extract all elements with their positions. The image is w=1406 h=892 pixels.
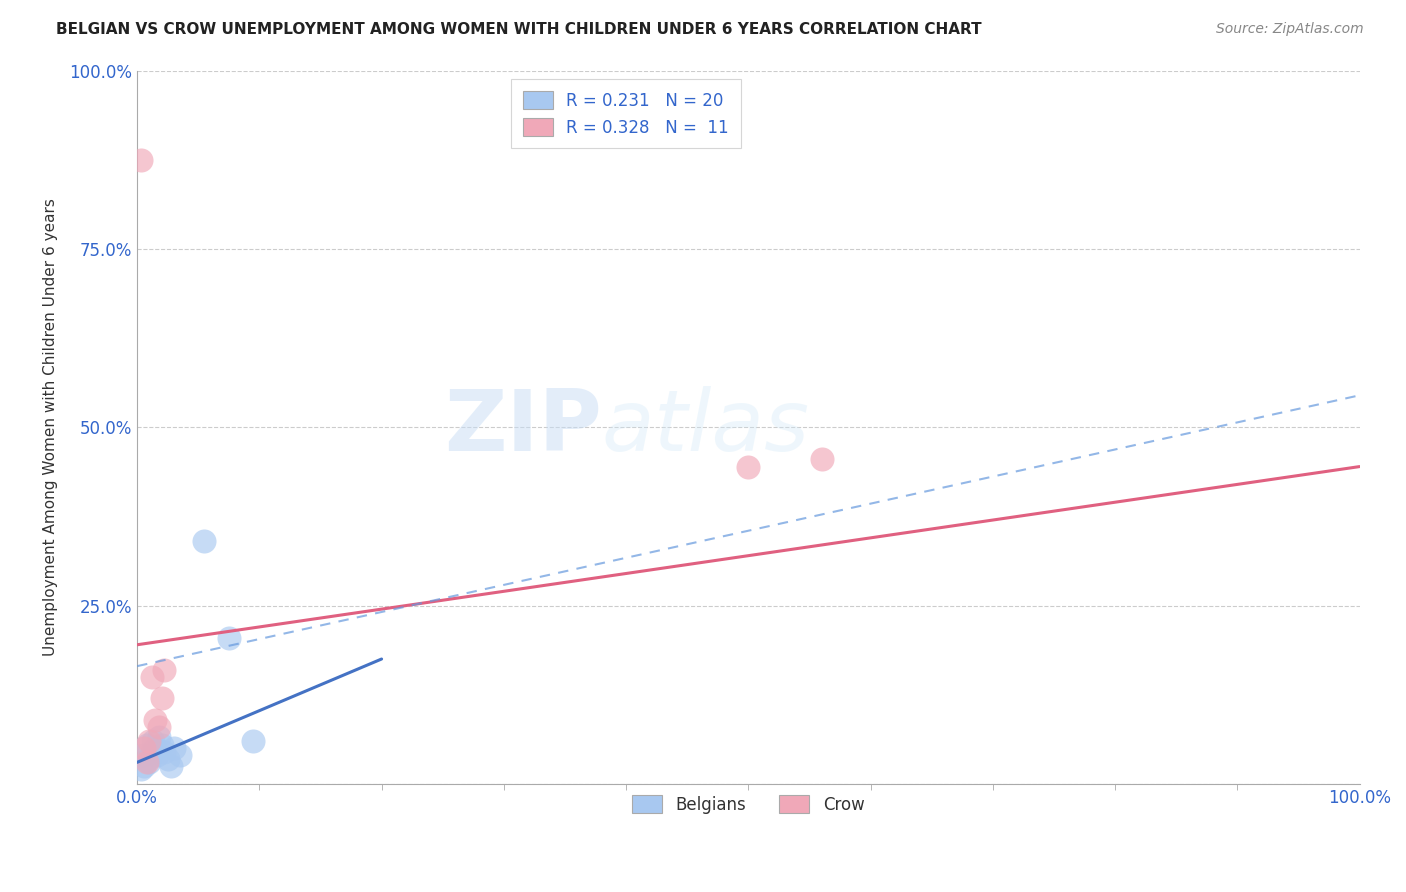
Point (153, 663, 176, 677)
Point (145, 748, 167, 763)
Point (169, 748, 191, 763)
Point (136, 752, 159, 766)
Point (134, 741, 156, 756)
Point (129, 763, 152, 777)
Point (148, 720, 170, 734)
Point (218, 631, 240, 645)
Point (145, 741, 167, 756)
Legend: Belgians, Crow: Belgians, Crow (620, 783, 876, 825)
Point (156, 752, 179, 766)
Point (145, 713, 167, 727)
Point (242, 734, 264, 748)
Text: atlas: atlas (602, 386, 810, 469)
Point (193, 534, 215, 549)
Point (135, 738, 157, 752)
Text: ZIP: ZIP (444, 386, 602, 469)
Point (148, 731, 170, 745)
Point (737, 459, 759, 474)
Point (142, 734, 165, 748)
Point (135, 756, 157, 770)
Point (141, 670, 163, 684)
Point (138, 756, 160, 770)
Point (150, 738, 173, 752)
Point (150, 691, 173, 706)
Point (134, 759, 156, 773)
Point (141, 745, 163, 759)
Point (153, 745, 176, 759)
Point (810, 452, 832, 467)
Point (132, 748, 155, 763)
Y-axis label: Unemployment Among Women with Children Under 6 years: Unemployment Among Women with Children U… (44, 198, 58, 657)
Point (163, 741, 186, 756)
Point (138, 734, 160, 748)
Point (129, 153, 152, 168)
Point (160, 759, 183, 773)
Text: BELGIAN VS CROW UNEMPLOYMENT AMONG WOMEN WITH CHILDREN UNDER 6 YEARS CORRELATION: BELGIAN VS CROW UNEMPLOYMENT AMONG WOMEN… (56, 22, 981, 37)
Text: Source: ZipAtlas.com: Source: ZipAtlas.com (1216, 22, 1364, 37)
